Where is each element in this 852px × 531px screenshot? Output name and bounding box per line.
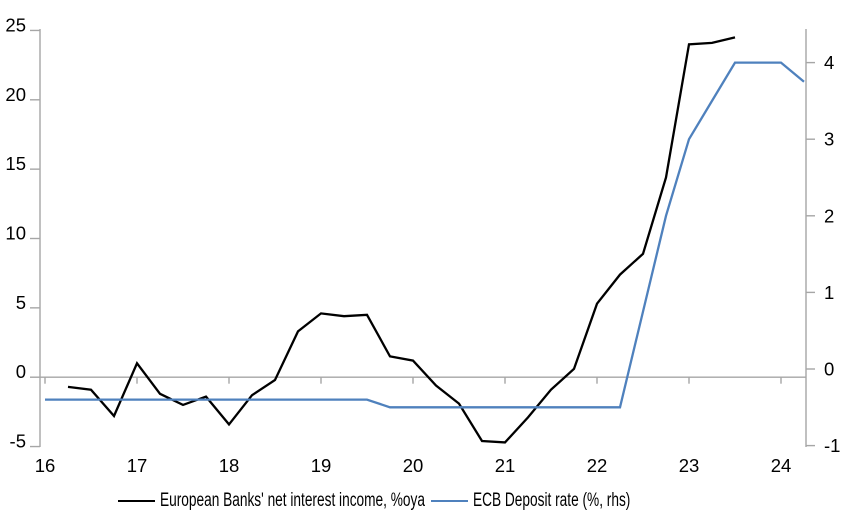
ecb-deposit-rate-line <box>45 61 805 409</box>
x-axis-tick-label: 21 <box>495 455 516 476</box>
right-axis-tick-label: 0 <box>824 359 834 380</box>
left-axis-tick-label: 25 <box>5 14 26 35</box>
ecb-deposit-rate-line-sample <box>431 500 468 502</box>
x-axis-tick-label: 18 <box>219 455 240 476</box>
right-axis-tick-label: 1 <box>824 282 834 303</box>
chart-legend: European Banks' net interest income, %oy… <box>0 490 852 514</box>
right-axis-tick-label: 4 <box>824 52 834 73</box>
right-axis-tick-label: 2 <box>824 205 834 226</box>
legend-item-ecb-deposit-rate: ECB Deposit rate (%, rhs) <box>431 490 692 512</box>
x-axis-tick-label: 24 <box>771 455 792 476</box>
left-axis-tick-label: 0 <box>16 361 26 382</box>
right-axis-tick-label: -1 <box>824 435 840 456</box>
x-axis-tick-label: 23 <box>679 455 700 476</box>
x-axis-tick-label: 20 <box>403 455 424 476</box>
legend-label-ecb-deposit-rate: ECB Deposit rate (%, rhs) <box>473 490 631 511</box>
x-axis-tick-label: 22 <box>587 455 608 476</box>
left-axis-tick-label: -5 <box>10 431 26 452</box>
left-axis-tick-label: 15 <box>5 153 26 174</box>
legend-label-net-interest-income: European Banks' net interest income, %oy… <box>160 490 425 511</box>
left-axis-tick-label: 20 <box>5 84 26 105</box>
legend-item-net-interest-income: European Banks' net interest income, %oy… <box>118 490 528 512</box>
left-axis-tick-label: 5 <box>16 292 26 313</box>
left-axis-tick-label: 10 <box>5 223 26 244</box>
x-axis-tick-label: 19 <box>311 455 332 476</box>
net-interest-income-line-sample <box>118 500 155 502</box>
x-axis-tick-label: 16 <box>35 455 56 476</box>
right-axis-tick-label: 3 <box>824 129 834 150</box>
net-interest-income-line <box>67 36 736 444</box>
x-axis-tick-label: 17 <box>127 455 148 476</box>
